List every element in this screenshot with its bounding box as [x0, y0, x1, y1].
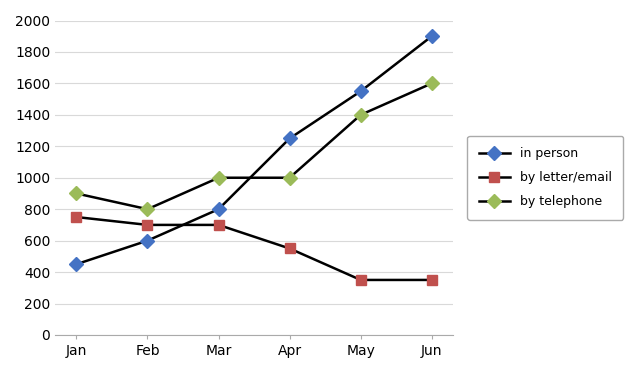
- by letter/email: [357, 278, 365, 282]
- by telephone: [428, 81, 436, 86]
- in person: [215, 207, 223, 211]
- Line: by telephone: by telephone: [72, 79, 436, 214]
- by telephone: [143, 207, 151, 211]
- by telephone: [357, 113, 365, 117]
- Line: by letter/email: by letter/email: [72, 212, 436, 285]
- in person: [428, 34, 436, 38]
- in person: [72, 262, 80, 266]
- by letter/email: [72, 215, 80, 219]
- by telephone: [215, 176, 223, 180]
- Line: in person: in person: [72, 31, 436, 269]
- by letter/email: [215, 223, 223, 227]
- by telephone: [286, 176, 294, 180]
- in person: [357, 89, 365, 94]
- in person: [143, 238, 151, 243]
- in person: [286, 136, 294, 141]
- by telephone: [72, 191, 80, 196]
- by letter/email: [428, 278, 436, 282]
- by letter/email: [143, 223, 151, 227]
- by letter/email: [286, 246, 294, 251]
- Legend: in person, by letter/email, by telephone: in person, by letter/email, by telephone: [467, 136, 623, 220]
